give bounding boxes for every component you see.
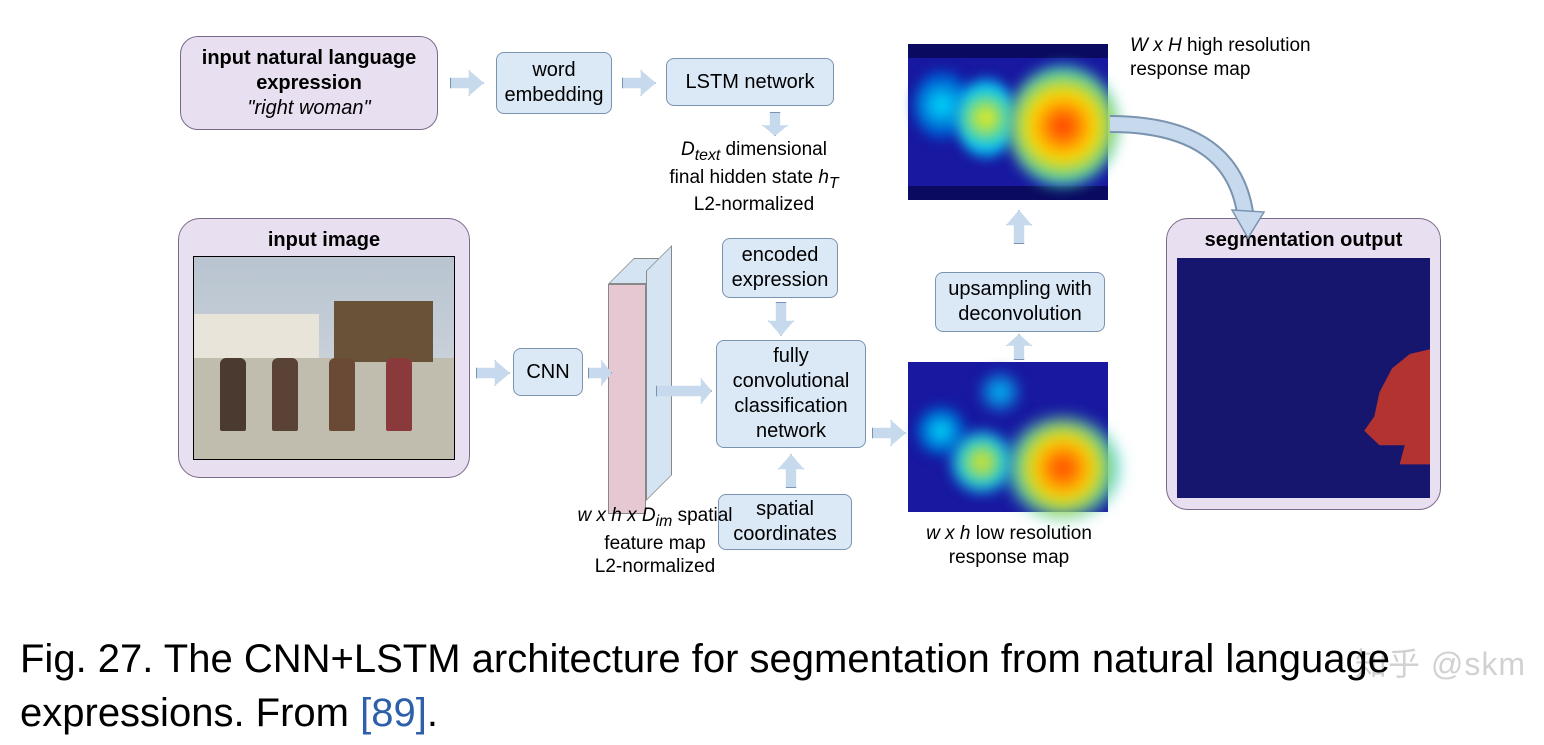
arrow-icon [1006, 210, 1032, 244]
fcn-line3: classification [734, 394, 847, 419]
arrow-icon [1006, 334, 1032, 360]
arrow-icon [622, 70, 656, 96]
arrow-icon [778, 454, 804, 488]
arrow-icon [768, 302, 794, 336]
upsampling-line1: upsampling with [948, 277, 1091, 302]
curved-arrow-icon [1106, 110, 1276, 240]
caption-ref: [89] [360, 691, 427, 735]
input-expression-title2: expression [256, 71, 362, 96]
caption-prefix: Fig. 27. The CNN+LSTM architecture for s… [20, 637, 1390, 735]
fcn-line2: convolutional [733, 369, 850, 394]
upsampling-line2: deconvolution [958, 302, 1081, 327]
input-expression-value: "right woman" [247, 96, 370, 121]
lstm-box: LSTM network [666, 58, 834, 106]
spatial-map-label: w x h x Dim spatial feature map L2-norma… [560, 504, 750, 579]
word-embedding-line1: word [532, 58, 575, 83]
watermark-text: 知乎 @skm [1355, 639, 1526, 685]
segmentation-output-box: segmentation output [1166, 218, 1441, 510]
architecture-diagram: input natural language expression "right… [0, 0, 1544, 600]
fcn-line1: fully [773, 344, 809, 369]
lstm-text: LSTM network [686, 70, 815, 95]
arrow-icon [450, 70, 484, 96]
input-expression-title1: input natural language [202, 46, 416, 71]
low-res-label: w x h low resolution response map [894, 522, 1124, 570]
word-embedding-box: word embedding [496, 52, 612, 114]
word-embedding-line2: embedding [505, 83, 604, 108]
figure-caption: Fig. 27. The CNN+LSTM architecture for s… [20, 632, 1504, 740]
upsampling-box: upsampling with deconvolution [935, 272, 1105, 332]
input-image-title: input image [193, 229, 455, 252]
cnn-box: CNN [513, 348, 583, 396]
input-expression-box: input natural language expression "right… [180, 36, 438, 130]
dtext-label: Dtext dimensional final hidden state hT … [644, 138, 864, 217]
encoded-expression-line1: encoded [742, 243, 819, 268]
arrow-icon [476, 360, 510, 386]
spatial-line1: spatial [756, 497, 814, 522]
fcn-box: fully convolutional classification netwo… [716, 340, 866, 448]
caption-suffix: . [427, 691, 438, 735]
arrow-icon [762, 112, 788, 136]
fcn-line4: network [756, 419, 826, 444]
cnn-text: CNN [526, 360, 569, 385]
input-image-placeholder [193, 256, 455, 460]
segmentation-output-mask [1177, 258, 1430, 498]
encoded-expression-box: encoded expression [722, 238, 838, 298]
high-res-heatmap [908, 44, 1108, 200]
input-image-box: input image [178, 218, 470, 478]
high-res-label: W x H high resolution response map [1130, 34, 1360, 82]
arrow-icon [872, 420, 906, 446]
low-res-heatmap [908, 362, 1108, 512]
encoded-expression-line2: expression [732, 268, 829, 293]
